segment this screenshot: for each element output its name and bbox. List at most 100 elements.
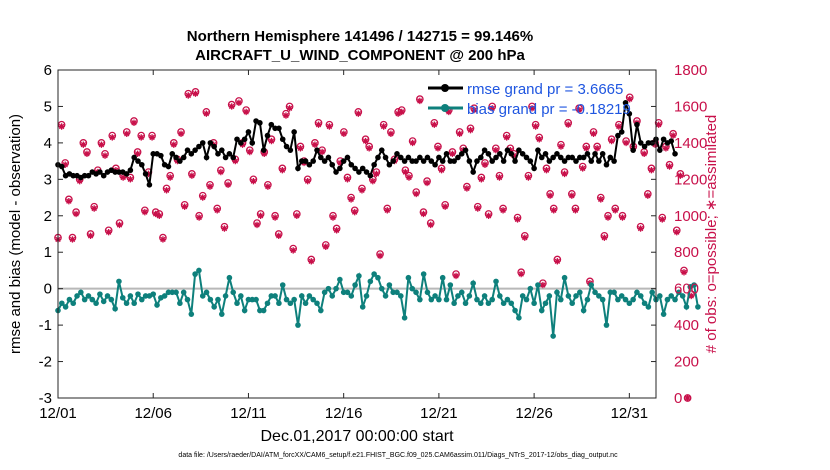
- bias-point: [417, 296, 423, 303]
- rmse-point: [359, 165, 366, 172]
- rmse-point: [226, 151, 233, 157]
- rmse-point: [177, 158, 183, 164]
- rmse-point: [599, 151, 606, 157]
- rmse-point: [59, 163, 65, 170]
- rmse-point: [504, 147, 511, 153]
- bias-point: [683, 304, 690, 310]
- obs-assimilated-point: [565, 121, 572, 128]
- rmse-point: [615, 132, 621, 139]
- bias-point: [276, 300, 282, 307]
- bias-point: [138, 296, 145, 303]
- obs-assimilated-point: [62, 161, 69, 168]
- obs-assimilated-point: [98, 141, 105, 148]
- obs-assimilated-point: [203, 110, 210, 117]
- obs-assimilated-point: [528, 105, 536, 112]
- obs-assimilated-point: [626, 95, 633, 103]
- rmse-point: [135, 158, 141, 164]
- rmse-point: [493, 154, 499, 161]
- rmse-point: [455, 154, 461, 161]
- obs-assimilated-point: [521, 234, 528, 241]
- obs-assimilated-point: [373, 170, 380, 178]
- obs-assimilated-point: [340, 130, 348, 137]
- rmse-point: [420, 158, 427, 164]
- obs-assimilated-point: [141, 208, 149, 216]
- bias-point: [466, 293, 473, 299]
- legend: rmse grand pr = 3.6665 bias grand pr = -…: [428, 81, 631, 118]
- obs-assimilated-point: [181, 203, 188, 210]
- bias-point: [295, 322, 301, 328]
- obs-assimilated-point: [322, 243, 329, 250]
- obs-assimilated-point: [148, 134, 156, 141]
- left-tick-label: -3: [39, 390, 52, 407]
- rmse-point: [249, 140, 256, 146]
- rmse-series: [55, 100, 678, 188]
- bias-point: [649, 289, 655, 296]
- bias-point: [413, 289, 419, 296]
- right-tick-label: 0: [674, 390, 682, 407]
- bias-point: [584, 296, 591, 303]
- rmse-point: [100, 172, 107, 179]
- bias-point: [104, 293, 111, 299]
- obs-assimilated-point: [318, 148, 326, 156]
- obs-assimilated-point: [608, 137, 615, 145]
- bias-point: [405, 274, 412, 281]
- bias-point: [302, 300, 309, 307]
- bias-point: [474, 296, 480, 303]
- rmse-point: [142, 171, 149, 177]
- obs-assimilated-point: [434, 145, 442, 152]
- obs-assimilated-point: [105, 228, 112, 236]
- obs-assimilated-point: [195, 214, 203, 221]
- rmse-point: [165, 163, 172, 170]
- obs-assimilated-point: [199, 194, 206, 201]
- obs-assimilated-point: [83, 150, 91, 158]
- rmse-point: [405, 154, 412, 161]
- obs-assimilated-point: [597, 196, 604, 203]
- bias-point: [668, 293, 675, 299]
- obs-assimilated-point: [485, 212, 492, 219]
- left-tick-label: 3: [44, 171, 52, 188]
- right-tick-label: 1800: [674, 62, 707, 79]
- rmse-point: [97, 169, 103, 175]
- obs-assimilated-point: [648, 167, 655, 174]
- rmse-point: [382, 154, 389, 161]
- obs-assimilated-point: [134, 150, 141, 158]
- rmse-point: [180, 154, 187, 161]
- obs-assimilated-point: [58, 123, 65, 130]
- obs-assimilated-point: [489, 105, 496, 112]
- plot-frame: [57, 69, 657, 399]
- bias-point: [622, 296, 629, 303]
- bias-point: [447, 282, 454, 288]
- bias-point: [59, 300, 65, 307]
- bias-point: [592, 289, 598, 296]
- obs-assimilated-point: [221, 225, 228, 232]
- obs-assimilated-point: [90, 205, 98, 212]
- bias-point: [344, 289, 351, 296]
- bias-point: [66, 296, 73, 303]
- bias-point: [512, 307, 518, 314]
- bias-point: [481, 293, 488, 299]
- obs-assimilated-point: [333, 227, 340, 234]
- obs-assimilated-point: [80, 141, 87, 148]
- obs-assimilated-point: [677, 172, 684, 179]
- obs-assimilated-point: [275, 232, 282, 240]
- obs-assimilated-point: [659, 216, 666, 223]
- obs-assimilated-point: [206, 183, 214, 190]
- bias-point: [363, 293, 370, 299]
- bias-point: [382, 293, 389, 299]
- obs-assimilated-point: [456, 130, 463, 137]
- bias-point: [462, 300, 469, 307]
- rmse-point: [371, 161, 377, 168]
- rmse-point: [527, 158, 534, 164]
- bias-point: [154, 302, 160, 308]
- x-axis-label: Dec.01,2017 00:00:00 start: [260, 428, 454, 445]
- bias-point: [489, 296, 496, 303]
- left-tick-label: 5: [44, 98, 52, 115]
- rmse-point: [630, 147, 636, 153]
- bias-point: [523, 296, 530, 303]
- obs-assimilated-point: [478, 176, 485, 183]
- rmse-point: [337, 165, 343, 172]
- bias-point: [455, 293, 461, 299]
- obs-assimilated-point: [264, 183, 272, 190]
- bias-point: [337, 276, 343, 283]
- bias-point: [321, 289, 328, 296]
